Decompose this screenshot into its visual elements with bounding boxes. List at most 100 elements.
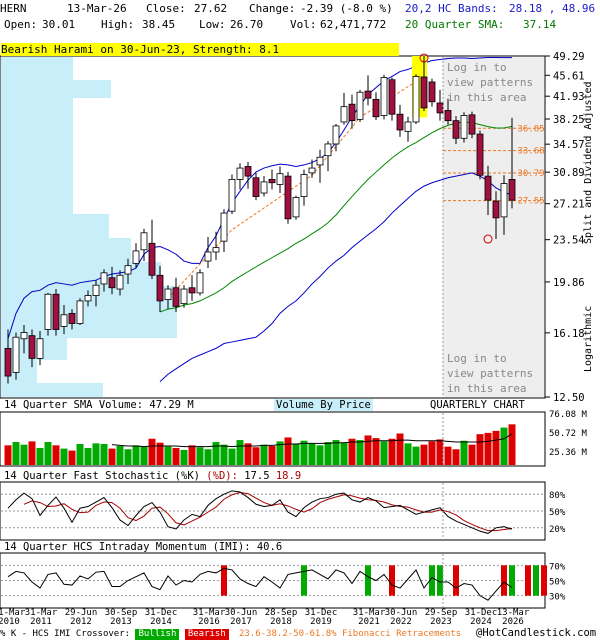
- x-tick-date: 30-Jun: [224, 608, 258, 618]
- volume-tick-label: 50.72 M: [549, 429, 588, 439]
- bearish-crossover-bar: [453, 565, 459, 596]
- login-line: view patterns: [447, 367, 534, 380]
- volume-bar: [148, 438, 156, 465]
- change-value: -2.39 (-8.0 %): [300, 2, 393, 15]
- high-value: 38.45: [142, 18, 176, 31]
- volume-bar: [132, 445, 140, 465]
- imi-line: [7, 567, 513, 601]
- candle-up: [308, 167, 316, 174]
- x-tick-year: 2021: [358, 617, 380, 627]
- candle-up: [36, 338, 44, 359]
- x-tick-year: 2013: [110, 617, 132, 627]
- x-tick-label: 13-Mar 2026: [496, 609, 530, 627]
- candle-down: [420, 76, 428, 109]
- candle-up: [204, 251, 212, 262]
- volume-panel-title: 14 Quarter SMA Volume: 47.29 M: [4, 399, 194, 411]
- volume-by-price-label: Volume By Price: [274, 399, 373, 411]
- volume-bar: [468, 444, 476, 465]
- volume-bar: [196, 447, 204, 465]
- copyright: @HotCandlestick.com: [476, 627, 597, 639]
- x-tick-year: 2022: [390, 617, 412, 627]
- volume-tick-label: 25.36 M: [549, 448, 588, 458]
- x-tick-year: 2023: [430, 617, 452, 627]
- bullish-crossover-bar: [533, 565, 539, 596]
- candle-up: [124, 265, 132, 275]
- volume-bar: [420, 444, 428, 465]
- price-tick-label: 30.89: [553, 167, 585, 179]
- price-tick-label: 45.61: [553, 70, 585, 82]
- candle-down: [476, 133, 484, 176]
- candle-down: [68, 312, 76, 324]
- price-tick-label: 38.25: [553, 114, 585, 126]
- price-tick-label: 41.93: [553, 91, 585, 103]
- candle-up: [140, 232, 148, 251]
- x-tick-date: 30-Sep: [104, 608, 138, 618]
- volume-bar: [436, 439, 444, 465]
- candle-down: [108, 277, 116, 289]
- x-tick-year: 2014: [150, 617, 172, 627]
- candle-up: [316, 156, 324, 166]
- stoch-k-line: [7, 490, 513, 534]
- volume-bar: [292, 444, 300, 465]
- candle-down: [52, 293, 60, 330]
- candle-up: [292, 197, 300, 218]
- stoch-d-line: [23, 492, 513, 532]
- volume-bar: [404, 443, 412, 465]
- vbp-bar: [1, 122, 73, 158]
- volume-bar: [44, 442, 52, 465]
- symbol: HERN: [0, 2, 27, 15]
- x-tick-label: 29-Sep 2023: [424, 609, 458, 627]
- candle-down: [468, 114, 476, 135]
- stoch-d-label: (%D):: [206, 470, 238, 482]
- sma-label: 20 Quarter SMA:: [405, 18, 505, 31]
- x-tick-year: 2017: [230, 617, 252, 627]
- volume-bar: [508, 424, 516, 465]
- x-tick-year: 2016: [198, 617, 220, 627]
- login-prompt-top[interactable]: Log in to view patterns in this area: [447, 60, 533, 105]
- candle-up: [164, 288, 172, 300]
- fibonacci-note: 23.6-38.2-50-61.8% Fibonacci Retracement…: [239, 629, 462, 639]
- bearish-crossover-bar: [501, 565, 507, 596]
- volume-bar: [284, 437, 292, 465]
- bearish-crossover-bar: [525, 565, 531, 596]
- price-tick-label: 23.54: [553, 235, 585, 247]
- open-value: 30.01: [42, 18, 76, 31]
- volume-bar: [52, 445, 60, 465]
- bullish-crossover-bar: [301, 565, 307, 596]
- candle-up: [92, 284, 100, 296]
- login-prompt-bottom[interactable]: Log in to view patterns in this area: [447, 351, 533, 396]
- imi-tick-label: 70%: [549, 562, 566, 572]
- login-line: in this area: [447, 91, 527, 104]
- volume-bar: [412, 446, 420, 465]
- volume-bar: [60, 448, 68, 465]
- stochastic-lines: [1, 490, 544, 534]
- volume-bar: [380, 441, 388, 465]
- volume-bar: [220, 444, 228, 465]
- upper-band-line: [7, 56, 512, 339]
- volume-bar: [20, 444, 28, 465]
- stoch-tick-label: 20%: [549, 525, 566, 535]
- x-tick-date: 29-Sep: [424, 608, 458, 618]
- volume-bar: [452, 449, 460, 465]
- bearish-legend: Bearish: [184, 629, 229, 640]
- sma-value: 37.14: [523, 18, 557, 31]
- candle-down: [284, 175, 292, 220]
- candle-up: [460, 115, 468, 139]
- change-label: Change:: [249, 2, 296, 15]
- candle-up: [356, 91, 364, 120]
- volume-axis-ticks: 76.08 M 50.72 M 25.36 M: [549, 410, 588, 458]
- chart-period-label: QUARTERLY CHART: [430, 399, 525, 411]
- volume-bar: [244, 443, 252, 465]
- login-line: Log in to: [447, 352, 507, 365]
- candle-up: [500, 183, 508, 218]
- volume-bar: [364, 435, 372, 465]
- volume-bar: [140, 446, 148, 465]
- x-tick-year: 2018: [270, 617, 292, 627]
- x-tick-date: 13-Mar: [496, 608, 530, 618]
- x-tick-date: 30-Jun: [384, 608, 418, 618]
- candle-up: [300, 174, 308, 197]
- candle-up: [340, 106, 348, 123]
- x-tick-label: 31-Dec 2024: [464, 609, 498, 627]
- candle-down: [388, 79, 396, 115]
